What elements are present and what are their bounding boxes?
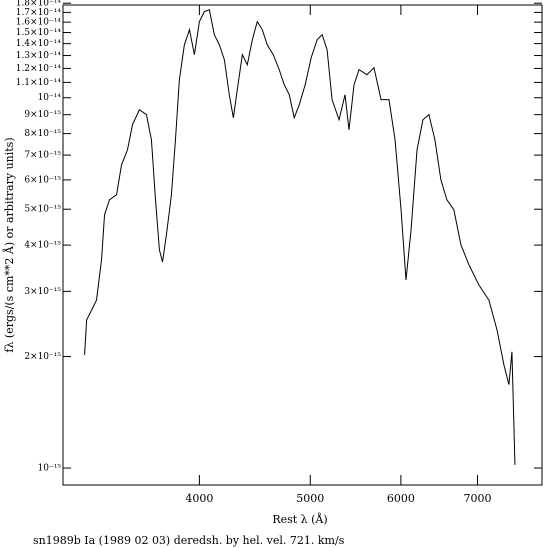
y-tick-label: 8×10⁻¹⁵ bbox=[24, 129, 61, 139]
y-tick-label: 1.4×10⁻¹⁴ bbox=[16, 39, 62, 49]
y-tick-label: 1.6×10⁻¹⁴ bbox=[16, 18, 62, 28]
y-tick-label: 10⁻¹⁵ bbox=[38, 464, 62, 474]
x-axis-label: Rest λ (Å) bbox=[272, 512, 327, 526]
y-tick-label: 4×10⁻¹⁵ bbox=[24, 241, 61, 251]
plot-frame bbox=[62, 4, 543, 486]
spectrum-line bbox=[84, 8, 516, 465]
y-tick-label: 6×10⁻¹⁵ bbox=[24, 175, 61, 185]
y-tick-label: 1.5×10⁻¹⁴ bbox=[16, 28, 62, 38]
x-tick-label: 6000 bbox=[387, 492, 415, 505]
y-tick-label: 10⁻¹⁴ bbox=[38, 93, 62, 103]
x-tick-label: 5000 bbox=[296, 492, 324, 505]
y-tick-label: 1.3×10⁻¹⁴ bbox=[16, 51, 62, 61]
y-tick-label: 1.2×10⁻¹⁴ bbox=[16, 64, 62, 74]
x-tick-label: 7000 bbox=[464, 492, 492, 505]
y-tick-label: 2×10⁻¹⁵ bbox=[24, 352, 61, 362]
y-tick-label: 9×10⁻¹⁵ bbox=[24, 110, 61, 120]
y-tick-label: 1.1×10⁻¹⁴ bbox=[16, 78, 62, 88]
y-tick-label: 1.7×10⁻¹⁴ bbox=[16, 8, 62, 18]
y-tick-label: 3×10⁻¹⁵ bbox=[24, 287, 61, 297]
chart-title: sn1989b Ia (1989 02 03) deredsh. by hel.… bbox=[33, 534, 345, 547]
y-tick-label: 7×10⁻¹⁵ bbox=[24, 151, 61, 161]
x-tick-label: 4000 bbox=[185, 492, 213, 505]
y-tick-label: 5×10⁻¹⁵ bbox=[24, 205, 61, 215]
y-axis-label: fλ (ergs/(s cm**2 Å) or arbitrary units) bbox=[2, 137, 16, 352]
y-tick-label: 1.8×10⁻¹⁴ bbox=[16, 0, 62, 9]
